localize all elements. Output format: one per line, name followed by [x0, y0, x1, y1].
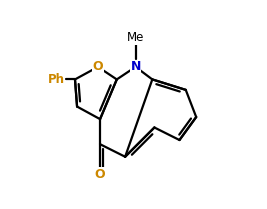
Text: N: N: [130, 60, 141, 73]
Text: O: O: [93, 60, 103, 73]
Text: O: O: [95, 168, 105, 181]
Text: Ph: Ph: [48, 73, 65, 86]
Text: Me: Me: [127, 31, 144, 44]
